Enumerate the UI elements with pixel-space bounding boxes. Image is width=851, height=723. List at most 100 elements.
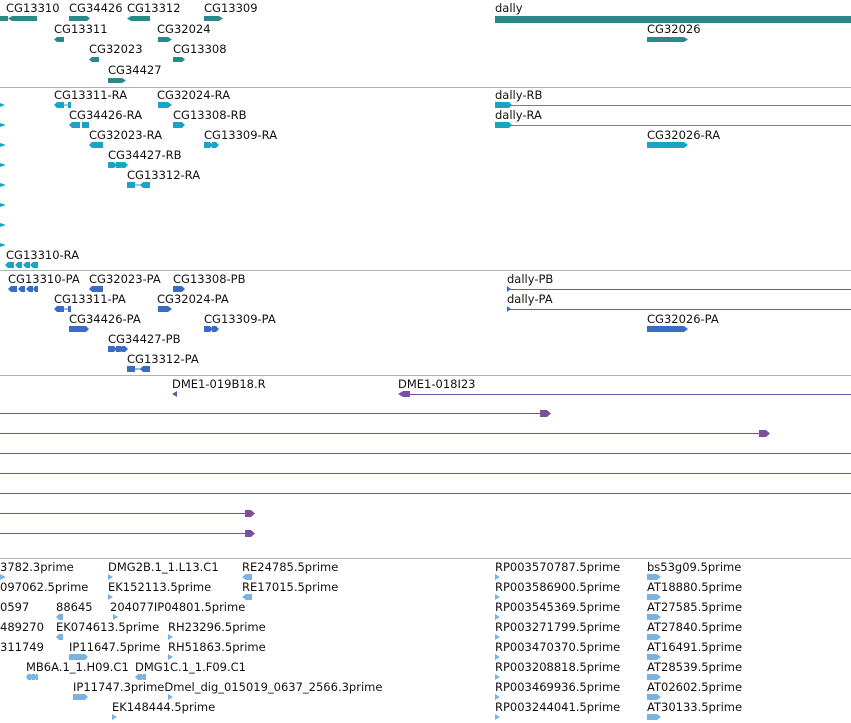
protein-label[interactable]: CG13308-PB (173, 272, 246, 286)
est-feature (69, 654, 88, 660)
est-feature (647, 654, 661, 660)
est-label[interactable]: RP003244041.5prime (495, 700, 621, 714)
est-label[interactable]: 311749 (0, 640, 44, 654)
est-label[interactable]: 0597 (0, 600, 30, 614)
protein-label[interactable]: CG32026-PA (647, 312, 719, 326)
transcript-track: CG13311-RA CG32024-RA dally-RB CG34426-R… (0, 87, 851, 270)
protein-label[interactable]: CG34426-PA (69, 312, 141, 326)
est-label[interactable]: 097062.5prime (0, 580, 89, 594)
transcript-label[interactable]: dally-RB (495, 88, 543, 102)
est-label[interactable]: RE17015.5prime (242, 580, 339, 594)
est-label[interactable]: AT16491.5prime (647, 640, 743, 654)
est-label[interactable]: bs53g09.5prime (647, 560, 742, 574)
transcript-feature (0, 163, 6, 167)
gene-label[interactable]: CG32024 (157, 22, 211, 36)
protein-label[interactable]: CG13309-PA (204, 312, 276, 326)
est-label[interactable]: AT27840.5prime (647, 620, 743, 634)
est-label[interactable]: EK152113.5prime (108, 580, 212, 594)
gene-label[interactable]: CG34427 (108, 63, 162, 77)
est-label[interactable]: DMG1C.1_1.F09.C1 (135, 660, 246, 674)
transcript-feature (212, 142, 219, 148)
gene-label[interactable]: CG13310 (6, 1, 60, 15)
est-label[interactable]: 3782.3prime (0, 560, 74, 574)
gene-label[interactable]: dally (495, 1, 523, 15)
protein-feature (204, 326, 213, 332)
gene-glyphs[interactable] (0, 0, 851, 87)
est-label[interactable]: EK148444.5prime (112, 700, 216, 714)
est-label[interactable]: IP11647.5prime (69, 640, 161, 654)
est-feature (56, 634, 63, 640)
est-label[interactable]: AT27585.5prime (647, 600, 743, 614)
est-feature (26, 674, 31, 680)
gene-label[interactable]: CG13309 (204, 1, 258, 15)
est-glyphs[interactable] (0, 559, 851, 723)
est-label[interactable]: AT30133.5prime (647, 700, 743, 714)
transcript-label[interactable]: CG13308-RB (173, 108, 247, 122)
gene-track: CG13310 CG34426 CG13312 CG13309 dally CG… (0, 0, 851, 87)
transcript-label[interactable]: CG34426-RA (69, 108, 143, 122)
transcript-feature (495, 102, 512, 108)
protein-label[interactable]: CG13310-PA (8, 272, 80, 286)
protein-feature (212, 326, 219, 332)
transcript-label[interactable]: CG13311-RA (54, 88, 128, 102)
transcript-label[interactable]: CG13312-RA (127, 168, 201, 182)
transcript-label[interactable]: CG32023-RA (89, 128, 163, 142)
protein-label[interactable]: dally-PA (507, 292, 553, 306)
est-label[interactable]: MB6A.1_1.H09.C1 (26, 660, 129, 674)
est-label[interactable]: RE24785.5prime (242, 560, 339, 574)
est-label[interactable]: AT18880.5prime (647, 580, 743, 594)
est-label[interactable]: EK074613.5prime (56, 620, 160, 634)
gene-label[interactable]: CG32023 (89, 42, 143, 56)
est-label[interactable]: 489270 (0, 620, 44, 634)
transcript-feature (5, 262, 14, 268)
protein-feature (108, 346, 117, 352)
est-feature (168, 634, 173, 640)
est-feature (112, 714, 117, 720)
est-label[interactable]: RP003208818.5prime (495, 660, 621, 674)
est-label[interactable]: RH23296.5prime (168, 620, 266, 634)
clone-label[interactable]: DME1-019B18.R (172, 377, 266, 391)
gene-label[interactable]: CG32026 (647, 22, 701, 36)
clone-label[interactable]: DME1-018I23 (398, 377, 476, 391)
protein-feature (89, 286, 103, 292)
est-label[interactable]: DMG2B.1_1.L13.C1 (108, 560, 219, 574)
transcript-label[interactable]: dally-RA (495, 108, 542, 122)
clone-glyphs[interactable] (0, 376, 851, 558)
est-label[interactable]: 88645 (56, 600, 93, 614)
transcript-label[interactable]: CG32024-RA (157, 88, 231, 102)
transcript-label[interactable]: CG34427-RB (108, 148, 182, 162)
est-label[interactable]: AT02602.5prime (647, 680, 743, 694)
est-label[interactable]: RH51863.5prime (168, 640, 266, 654)
protein-label[interactable]: CG32023-PA (89, 272, 161, 286)
protein-label[interactable]: CG13312-PA (127, 352, 199, 366)
est-label[interactable]: RP003545369.5prime (495, 600, 621, 614)
est-feature (495, 614, 500, 620)
gene-label[interactable]: CG13308 (173, 42, 227, 56)
protein-label[interactable]: CG13311-PA (54, 292, 126, 306)
protein-label[interactable]: dally-PB (507, 272, 554, 286)
protein-glyphs[interactable] (0, 271, 851, 375)
transcript-label[interactable]: CG13309-RA (204, 128, 278, 142)
est-label[interactable]: 204077IP04801.5prime (110, 600, 246, 614)
gene-label[interactable]: CG34426 (69, 1, 123, 15)
transcript-label[interactable]: CG13310-RA (6, 248, 80, 262)
protein-label[interactable]: CG34427-PB (108, 332, 181, 346)
transcript-glyphs[interactable] (0, 87, 851, 270)
est-label[interactable]: RP003586900.5prime (495, 580, 621, 594)
gene-feature (54, 37, 64, 42)
est-feature (56, 614, 63, 620)
protein-label[interactable]: CG32024-PA (157, 292, 229, 306)
transcript-feature (69, 122, 80, 128)
est-feature (108, 594, 113, 600)
est-label[interactable]: IP11747.3primeDmel_dig_015019_0637_2566.… (73, 680, 383, 694)
gene-label[interactable]: CG13312 (127, 1, 181, 15)
est-label[interactable]: RP003470370.5prime (495, 640, 621, 654)
est-label[interactable]: RP003469936.5prime (495, 680, 621, 694)
transcript-label[interactable]: CG32026-RA (647, 128, 721, 142)
track-separator (0, 87, 851, 88)
est-label[interactable]: AT28539.5prime (647, 660, 743, 674)
est-label[interactable]: RP003570787.5prime (495, 560, 621, 574)
gene-feature (89, 57, 99, 62)
gene-label[interactable]: CG13311 (54, 22, 108, 36)
est-label[interactable]: RP003271799.5prime (495, 620, 621, 634)
